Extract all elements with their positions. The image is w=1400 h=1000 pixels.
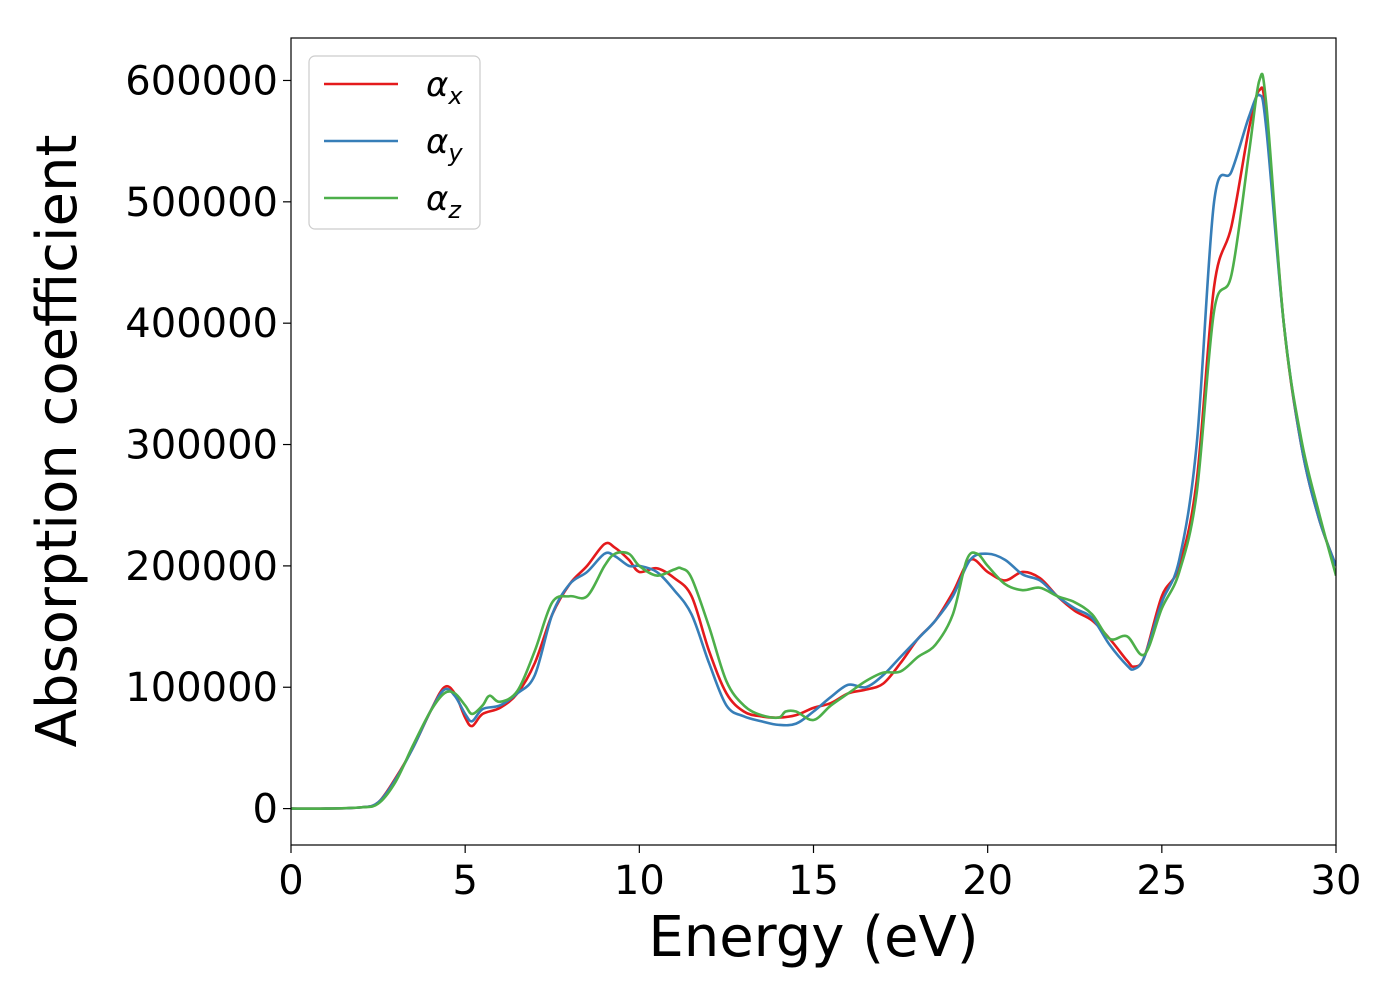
x-tick-label: 30: [1311, 858, 1362, 904]
y-axis: 0 100000 200000 300000 400000 500000 600000: [125, 58, 291, 833]
x-tick-label: 5: [452, 858, 477, 904]
series-line-z: [291, 72, 1336, 810]
y-tick-label: 400000: [125, 301, 278, 347]
x-tick-label: 20: [962, 858, 1013, 904]
y-tick-label: 200000: [125, 544, 278, 590]
x-tick-label: 10: [614, 858, 665, 904]
y-tick-label: 100000: [125, 665, 278, 711]
legend-box: [308, 55, 481, 230]
series-layer: [291, 72, 1336, 810]
y-tick-label: 0: [253, 787, 278, 833]
series-line-y: [291, 93, 1336, 810]
y-tick-label: 500000: [125, 180, 278, 226]
x-tick-label: 15: [788, 858, 839, 904]
y-tick-label: 300000: [125, 423, 278, 469]
x-tick-label: 25: [1136, 858, 1187, 904]
y-axis-title: Absorption coefficient: [25, 135, 90, 748]
y-tick-label: 600000: [125, 58, 278, 104]
x-tick-label: 0: [278, 858, 303, 904]
x-axis: 0 5 10 15 20 25 30: [278, 845, 1361, 904]
x-axis-title: Energy (eV): [648, 905, 978, 970]
